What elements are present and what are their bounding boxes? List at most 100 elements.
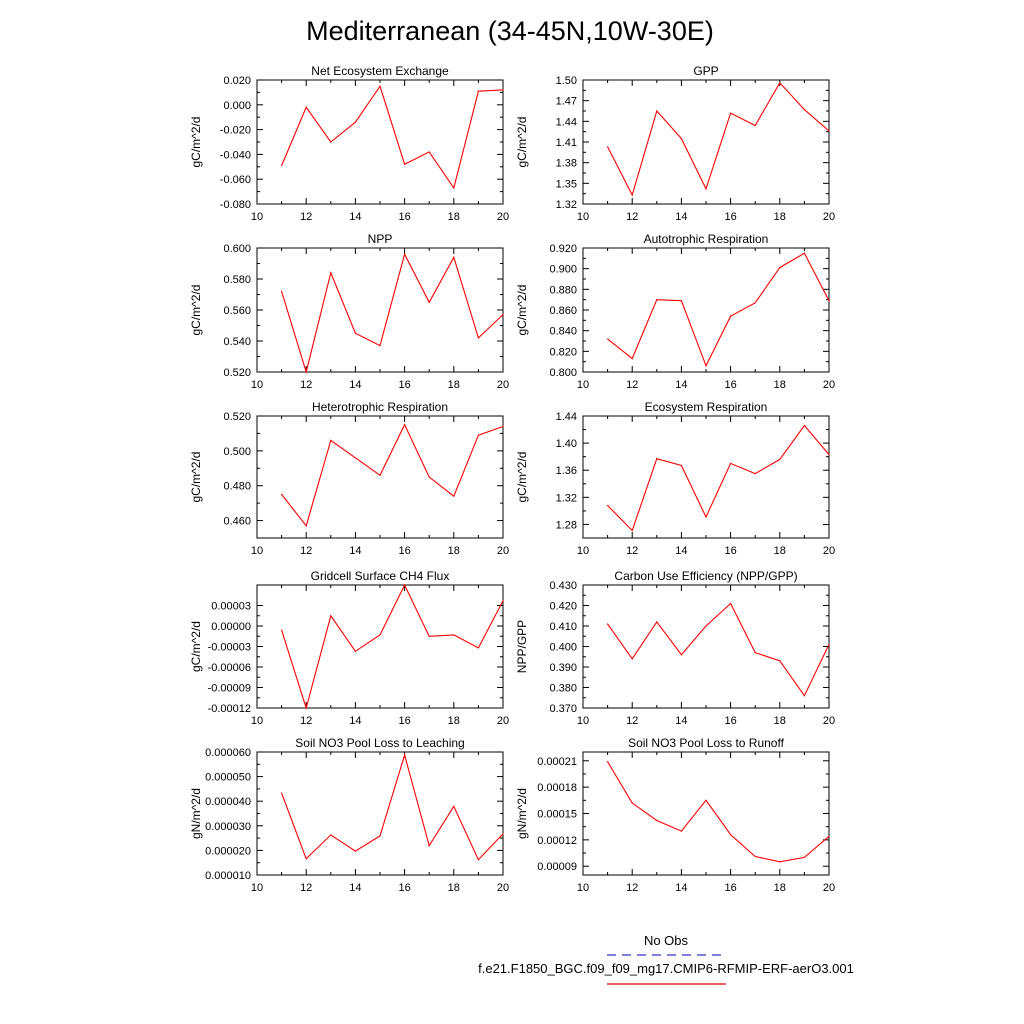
data-point <box>404 163 406 165</box>
x-tick-label: 20 <box>823 379 835 391</box>
panel-9: Soil NO3 Pool Loss to Leaching gN/m^2/d 10… <box>189 736 509 894</box>
series-line <box>607 81 830 197</box>
x-tick-label: 14 <box>675 211 687 223</box>
x-tick-label: 12 <box>300 715 312 727</box>
data-point <box>305 371 307 373</box>
data-point <box>404 253 406 255</box>
data-point <box>828 300 830 302</box>
panel-8: Carbon Use Efficiency (NPP/GPP) NPP/GPP 10… <box>515 569 835 727</box>
y-tick-label: 0.380 <box>549 683 577 695</box>
data-point <box>828 643 830 646</box>
data-point <box>305 106 307 108</box>
y-axis-label: gC/m^2/d <box>189 285 203 336</box>
x-tick-label: 16 <box>724 715 736 727</box>
data-point <box>607 338 609 340</box>
data-point <box>354 850 356 852</box>
data-point <box>502 89 504 91</box>
data-point <box>828 835 830 837</box>
x-tick-label: 10 <box>577 715 589 727</box>
data-point <box>305 858 307 860</box>
figure-title: Mediterranean (34-45N,10W-30E) <box>306 16 714 46</box>
x-tick-label: 16 <box>398 545 410 557</box>
y-tick-label: 0.390 <box>549 662 577 674</box>
data-point <box>281 792 283 794</box>
data-point <box>656 819 658 822</box>
legend-label-no-obs: No Obs <box>644 933 689 948</box>
data-point <box>754 855 756 858</box>
data-point <box>477 337 479 339</box>
y-tick-label: 0.560 <box>223 305 251 317</box>
data-point <box>477 434 479 436</box>
x-tick-label: 18 <box>448 545 460 557</box>
x-tick-label: 18 <box>774 379 786 391</box>
panel-title: Carbon Use Efficiency (NPP/GPP) <box>614 569 797 583</box>
y-tick-label: 0.430 <box>549 580 577 592</box>
x-tick-label: 14 <box>675 882 687 894</box>
data-point <box>656 299 658 301</box>
series-line <box>607 602 830 697</box>
x-tick-label: 12 <box>300 379 312 391</box>
x-tick-label: 12 <box>626 211 638 223</box>
data-point <box>502 314 504 316</box>
panels-group: Net Ecosystem Exchange gC/m^2/d 10 12 14 16 18… <box>189 64 835 894</box>
data-point <box>730 462 732 465</box>
y-tick-label: 0.000050 <box>205 772 251 784</box>
x-tick-label: 16 <box>724 882 736 894</box>
y-axis-label: gC/m^2/d <box>189 621 203 672</box>
panel-title: Net Ecosystem Exchange <box>311 64 449 78</box>
data-point <box>305 707 307 709</box>
data-point <box>779 660 781 662</box>
x-tick-label: 10 <box>577 882 589 894</box>
data-point <box>354 332 356 334</box>
data-point <box>607 761 609 763</box>
y-tick-label: 0.000 <box>223 100 251 112</box>
data-point <box>730 315 732 317</box>
data-point <box>477 90 479 92</box>
series-line <box>281 753 504 861</box>
x-tick-label: 18 <box>774 211 786 223</box>
panel-frame <box>582 247 830 373</box>
series-line <box>607 424 830 532</box>
data-point <box>502 833 504 835</box>
data-point <box>803 695 806 697</box>
y-tick-label: -0.00006 <box>208 662 251 674</box>
data-point <box>631 357 633 360</box>
panel-title: Heterotrophic Respiration <box>312 400 448 414</box>
y-tick-label: 0.860 <box>549 305 577 317</box>
data-point <box>680 654 683 656</box>
x-tick-label: 14 <box>349 545 361 557</box>
y-tick-label: 0.800 <box>549 367 577 379</box>
data-point <box>631 802 633 804</box>
panel-7: Gridcell Surface CH4 Flux gC/m^2/d 10 12 14 1… <box>189 569 509 727</box>
data-point <box>379 85 381 87</box>
y-tick-label: 1.28 <box>556 519 577 531</box>
panel-frame <box>256 751 504 876</box>
series-line <box>281 252 504 375</box>
data-point <box>680 137 683 140</box>
data-point <box>281 493 283 496</box>
y-axis-label: gC/m^2/d <box>189 117 203 168</box>
x-tick-label: 12 <box>626 379 638 391</box>
y-axis-label: gC/m^2/d <box>189 452 203 503</box>
data-point <box>330 834 332 836</box>
panel-10: Soil NO3 Pool Loss to Runoff gN/m^2/d 10 12… <box>515 736 835 894</box>
y-tick-label: -0.00003 <box>208 642 251 654</box>
data-point <box>705 799 707 801</box>
x-tick-label: 10 <box>251 379 263 391</box>
y-tick-label: 0.000020 <box>205 845 251 857</box>
x-tick-label: 20 <box>497 715 509 727</box>
data-point <box>803 109 806 111</box>
y-tick-label: 0.540 <box>223 336 251 348</box>
data-point <box>680 464 683 467</box>
y-tick-label: 0.370 <box>549 703 577 715</box>
data-point <box>330 439 332 441</box>
x-tick-label: 18 <box>448 379 460 391</box>
y-tick-label: 0.410 <box>549 621 577 633</box>
y-tick-label: 0.600 <box>223 243 251 255</box>
x-tick-label: 10 <box>577 211 589 223</box>
x-tick-label: 16 <box>398 379 410 391</box>
legend-label-model-run: f.e21.F1850_BGC.f09_f09_mg17.CMIP6-RFMIP… <box>478 961 854 976</box>
y-tick-label: 0.00015 <box>537 809 577 821</box>
y-tick-label: 0.520 <box>223 411 251 423</box>
